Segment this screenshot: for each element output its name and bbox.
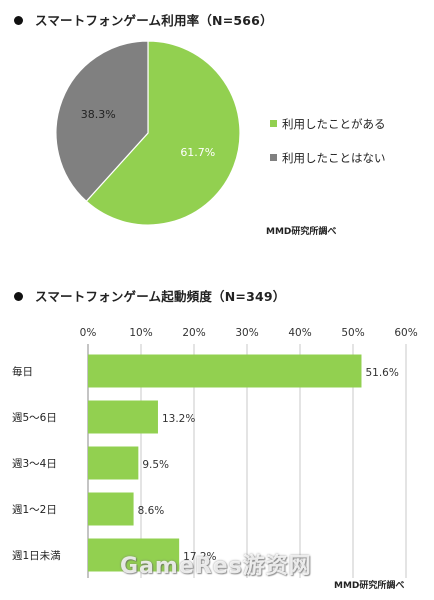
legend-label-used: 利用したことがある xyxy=(282,117,386,131)
pie-chart-title-text: スマートフォンゲーム利用率（N=566） xyxy=(35,13,273,28)
legend-item-used: 利用したことがある xyxy=(270,116,386,132)
bullet-icon xyxy=(14,16,23,25)
pie-slice-label-1: 38.3% xyxy=(81,108,116,121)
x-tick-label: 60% xyxy=(394,327,417,339)
bar-1 xyxy=(88,400,158,434)
bar-value-label: 13.2% xyxy=(162,413,195,425)
bar-4 xyxy=(88,538,180,572)
category-label: 週3～4日 xyxy=(12,458,57,470)
pie-slice-1 xyxy=(55,40,149,203)
x-tick-label: 40% xyxy=(288,327,311,339)
bar-3 xyxy=(88,492,134,526)
x-tick-label: 30% xyxy=(235,327,258,339)
legend-item-never-used: 利用したことはない xyxy=(270,150,386,166)
bar-chart-title-text: スマートフォンゲーム起動頻度（N=349） xyxy=(35,289,286,304)
legend-swatch-used xyxy=(270,120,277,127)
pie-slice-label-0: 61.7% xyxy=(180,146,215,159)
category-label: 毎日 xyxy=(12,365,33,378)
bullet-icon xyxy=(14,292,23,301)
bar-value-label: 9.5% xyxy=(142,459,169,471)
category-label: 週5～6日 xyxy=(12,412,57,424)
x-tick-label: 20% xyxy=(182,327,205,339)
legend-label-never-used: 利用したことはない xyxy=(282,151,386,165)
legend-swatch-never-used xyxy=(270,154,277,161)
bar-value-label: 8.6% xyxy=(138,505,165,517)
bar-value-label: 51.6% xyxy=(365,367,398,379)
pie-source-credit: MMD研究所調べ xyxy=(266,227,337,237)
pie-chart: 61.7% 38.3% xyxy=(55,40,241,226)
category-label: 週1日未満 xyxy=(12,550,61,562)
bar-value-label: 17.2% xyxy=(183,551,216,563)
pie-chart-title: スマートフォンゲーム利用率（N=566） xyxy=(14,10,273,29)
category-label: 週1～2日 xyxy=(12,504,57,516)
x-tick-label: 50% xyxy=(341,327,364,339)
bar-2 xyxy=(88,446,139,480)
bar-source-credit: MMD研究所調べ xyxy=(334,581,405,591)
bar-0 xyxy=(88,354,362,388)
watermark: GameRes游资网 xyxy=(120,554,312,579)
pie-slice-0 xyxy=(85,40,241,226)
x-tick-label: 10% xyxy=(129,327,152,339)
x-tick-label: 0% xyxy=(80,327,97,339)
bar-chart-title: スマートフォンゲーム起動頻度（N=349） xyxy=(14,286,285,305)
